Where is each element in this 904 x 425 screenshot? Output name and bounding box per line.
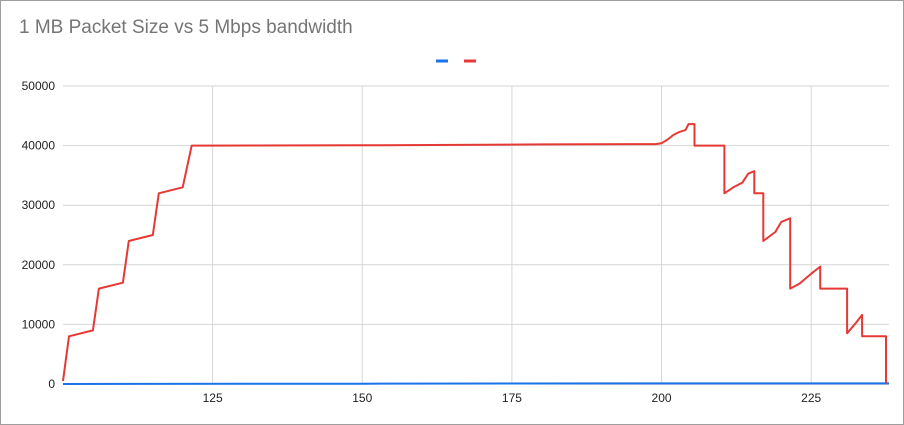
x-tick-label: 200	[652, 391, 672, 405]
x-tick-label: 225	[801, 391, 821, 405]
series-line-red	[62, 123, 887, 384]
y-tick-label: 30000	[22, 198, 56, 212]
x-tick-label: 150	[352, 391, 372, 405]
y-tick-label: 50000	[22, 79, 56, 93]
x-tick-label: 175	[502, 391, 522, 405]
series-line-blue	[62, 382, 889, 385]
y-tick-label: 10000	[22, 317, 56, 331]
y-tick-label: 0	[48, 377, 55, 391]
y-tick-label: 40000	[22, 139, 56, 153]
y-tick-label: 20000	[22, 258, 56, 272]
chart-title: 1 MB Packet Size vs 5 Mbps bandwidth	[19, 17, 353, 38]
x-tick-label: 125	[203, 391, 223, 405]
